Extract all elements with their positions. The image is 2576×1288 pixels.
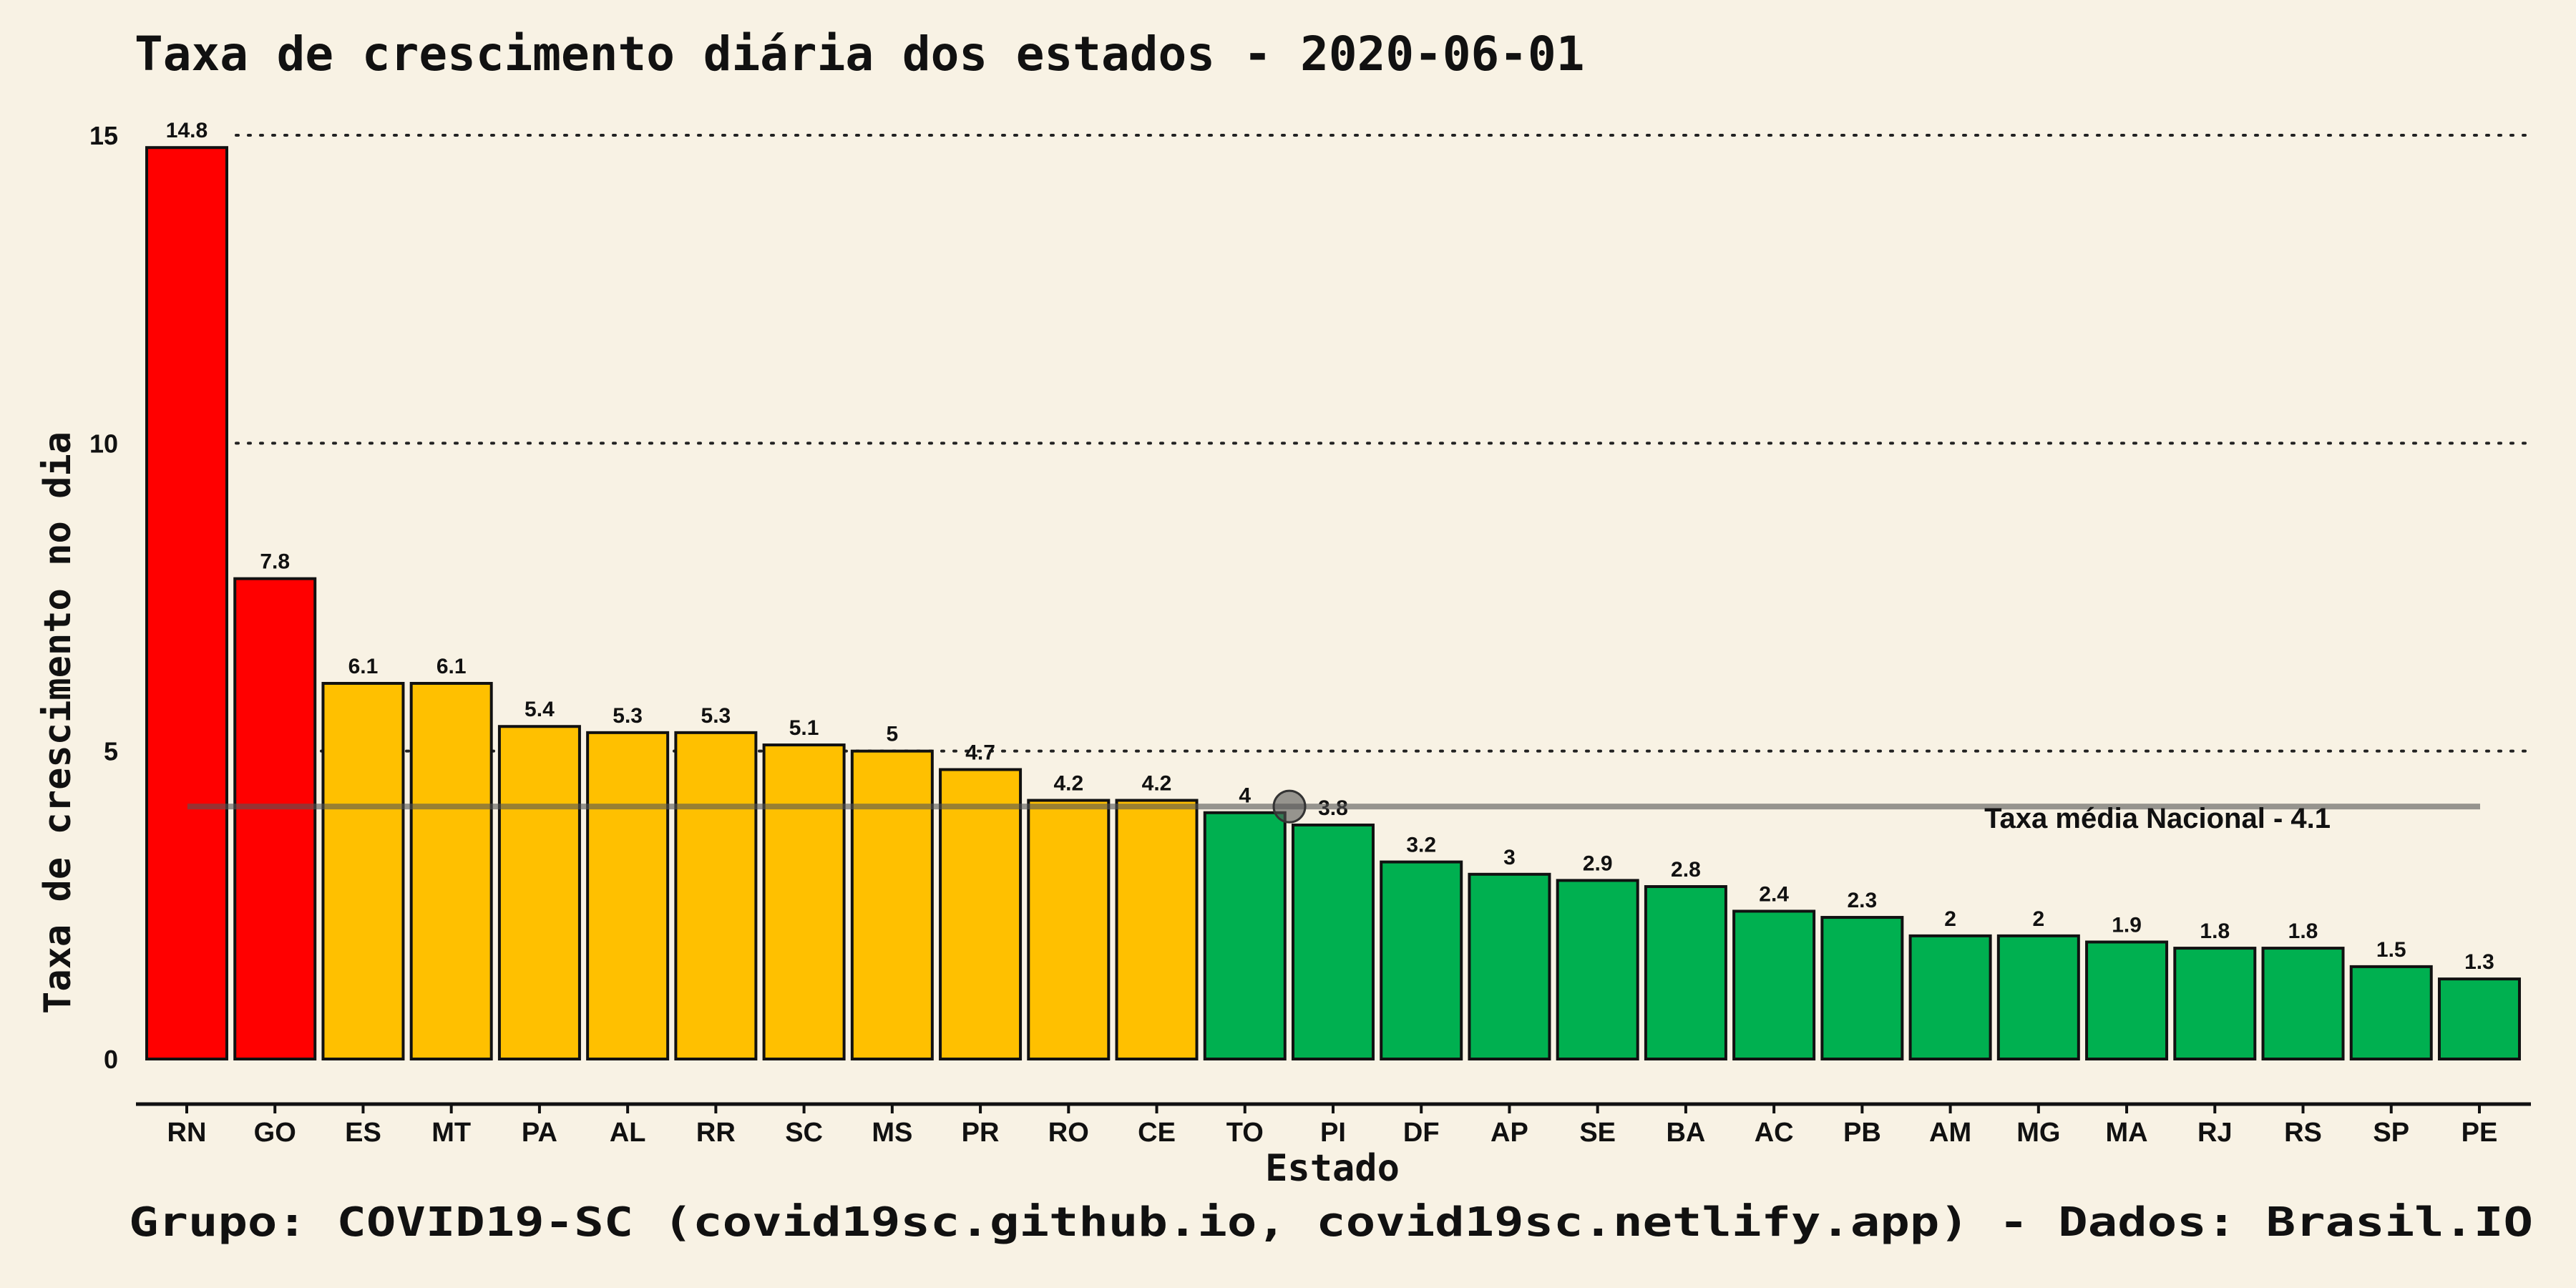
- reference-line-group: Taxa média Nacional - 4.1: [187, 789, 2480, 834]
- x-tick-label: PI: [1320, 1118, 1346, 1148]
- value-label: 7.8: [260, 550, 290, 574]
- value-labels: 14.87.86.16.15.45.35.35.154.74.24.243.83…: [166, 119, 2494, 974]
- bar-ce: [1115, 799, 1199, 1061]
- bar-mt: [409, 681, 493, 1060]
- bar-ac: [1732, 909, 1816, 1060]
- x-tick-label: GO: [254, 1118, 296, 1148]
- bar-go: [233, 577, 317, 1060]
- x-tick-label: AC: [1755, 1118, 1794, 1148]
- value-label: 5.3: [701, 704, 731, 728]
- x-tick-label: PE: [2462, 1118, 2498, 1148]
- x-axis-label: Estado: [1265, 1147, 1400, 1190]
- x-tick-label: RO: [1048, 1118, 1089, 1148]
- bar-ma: [2085, 940, 2169, 1061]
- value-label: 3: [1503, 846, 1516, 869]
- value-label: 6.1: [436, 655, 467, 678]
- value-label: 4.2: [1053, 772, 1083, 796]
- reference-marker: [1272, 789, 1307, 824]
- value-label: 2.3: [1848, 889, 1878, 912]
- value-label: 1.8: [2200, 919, 2230, 943]
- bar-ro: [1027, 799, 1111, 1061]
- y-tick-label: 15: [89, 121, 118, 150]
- bar-se: [1556, 879, 1639, 1060]
- value-label: 5: [886, 723, 898, 746]
- caption: Grupo: COVID19-SC (covid19sc.github.io, …: [129, 1199, 2533, 1246]
- bar-al: [586, 731, 670, 1060]
- bar-to: [1203, 811, 1287, 1060]
- x-tick-label: MG: [2016, 1118, 2060, 1148]
- bar-ap: [1468, 872, 1551, 1061]
- x-tick-label: SP: [2373, 1118, 2409, 1148]
- value-label: 1.3: [2464, 950, 2494, 974]
- value-label: 14.8: [166, 119, 208, 142]
- bar-ba: [1644, 885, 1727, 1060]
- bar-rr: [674, 731, 758, 1060]
- x-tick-label: PB: [1843, 1118, 1881, 1148]
- x-tick-label: PR: [962, 1118, 1000, 1148]
- value-label: 2.9: [1583, 852, 1613, 875]
- x-tick-label: AP: [1491, 1118, 1528, 1148]
- x-tick-label: MS: [872, 1118, 912, 1148]
- value-label: 3.2: [1406, 834, 1436, 857]
- bar-pr: [939, 768, 1023, 1061]
- x-tick-label: AM: [1929, 1118, 1971, 1148]
- value-label: 1.5: [2376, 938, 2406, 962]
- value-label: 4.7: [965, 741, 995, 764]
- x-tick-label: SC: [785, 1118, 823, 1148]
- x-tick-label: PA: [522, 1118, 557, 1148]
- y-tick-label: 10: [89, 429, 118, 458]
- x-tick-label: TO: [1226, 1118, 1264, 1148]
- value-label: 6.1: [348, 655, 379, 678]
- y-tick-label: 0: [104, 1045, 118, 1074]
- y-tick-label: 5: [104, 737, 118, 766]
- bar-am: [1908, 934, 1992, 1061]
- x-tick-label: SE: [1579, 1118, 1616, 1148]
- value-label: 2.4: [1759, 882, 1789, 906]
- x-tick-label: CE: [1138, 1118, 1176, 1148]
- bar-mg: [1996, 934, 2080, 1061]
- x-tick-label: RN: [167, 1118, 207, 1148]
- bar-sp: [2349, 965, 2433, 1061]
- x-tick-label: BA: [1666, 1118, 1705, 1148]
- bar-rj: [2173, 947, 2257, 1060]
- x-tick-label: DF: [1403, 1118, 1440, 1148]
- value-label: 2.8: [1671, 858, 1701, 882]
- value-label: 5.3: [613, 704, 643, 728]
- value-label: 5.4: [525, 698, 555, 721]
- value-label: 5.1: [789, 716, 819, 740]
- x-tick-label: RS: [2284, 1118, 2322, 1148]
- bar-es: [321, 681, 405, 1060]
- grid-lines: [235, 134, 2532, 753]
- x-tick-label: MT: [431, 1118, 471, 1148]
- x-tick-label: AL: [610, 1118, 646, 1148]
- reference-line-label: Taxa média Nacional - 4.1: [1984, 803, 2331, 834]
- bar-sc: [762, 743, 846, 1061]
- y-axis-ticks: 0 5 10 15: [89, 121, 118, 1074]
- y-axis-label: Taxa de crescimento no dia: [36, 431, 79, 1014]
- value-label: 2: [1944, 907, 1956, 931]
- value-label: 4.2: [1142, 772, 1172, 796]
- chart-title: Taxa de crescimento diária dos estados -…: [135, 26, 1585, 82]
- x-tick-label: RR: [696, 1118, 736, 1148]
- bar-pa: [497, 725, 581, 1060]
- x-tick-label: ES: [345, 1118, 381, 1148]
- bar-rn: [145, 146, 228, 1060]
- x-tick-label: RJ: [2197, 1118, 2233, 1148]
- bar-pi: [1291, 823, 1375, 1060]
- value-label: 4: [1239, 784, 1251, 808]
- bar-pb: [1820, 916, 1904, 1060]
- value-label: 2: [2032, 907, 2044, 931]
- x-axis: RN GO ES MT PA AL RR SC MS PR RO CE TO PI DF AP SE BA AC PB…: [136, 1102, 2531, 1148]
- bar-rs: [2261, 947, 2345, 1060]
- value-label: 1.8: [2288, 919, 2318, 943]
- bar-df: [1380, 860, 1463, 1060]
- x-tick-label: MA: [2106, 1118, 2148, 1148]
- bar-ms: [850, 749, 934, 1060]
- bar-pe: [2437, 977, 2521, 1060]
- value-label: 1.9: [2112, 913, 2142, 937]
- bars: [145, 146, 2521, 1061]
